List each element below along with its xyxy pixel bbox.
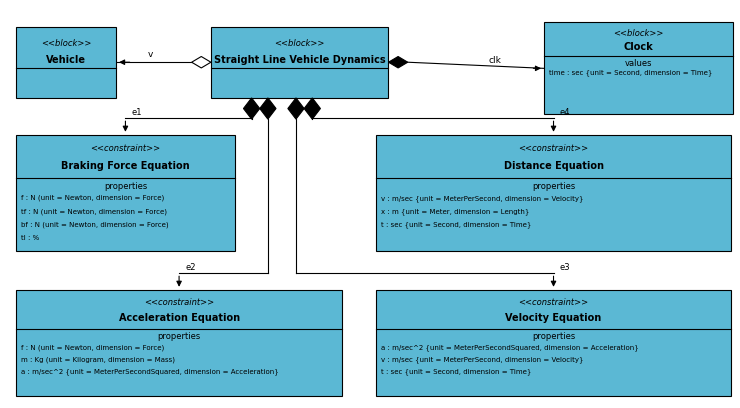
- Polygon shape: [243, 98, 260, 119]
- Bar: [16, 27, 116, 98]
- Text: e4: e4: [559, 108, 570, 117]
- Bar: [376, 135, 731, 251]
- Text: <<constraint>>: <<constraint>>: [519, 298, 588, 307]
- Text: <<block>>: <<block>>: [613, 29, 664, 38]
- Text: Distance Equation: Distance Equation: [503, 161, 604, 171]
- Text: v : m/sec {unit = MeterPerSecond, dimension = Velocity}: v : m/sec {unit = MeterPerSecond, dimens…: [381, 195, 584, 202]
- Text: v : m/sec {unit = MeterPerSecond, dimension = Velocity}: v : m/sec {unit = MeterPerSecond, dimens…: [381, 356, 584, 363]
- Text: x : m {unit = Meter, dimension = Length}: x : m {unit = Meter, dimension = Length}: [381, 208, 530, 215]
- Text: properties: properties: [532, 333, 575, 341]
- Polygon shape: [388, 56, 408, 68]
- Bar: [16, 290, 342, 396]
- Text: m : Kg (unit = Kilogram, dimension = Mass): m : Kg (unit = Kilogram, dimension = Mas…: [21, 357, 175, 363]
- Text: properties: properties: [158, 333, 201, 341]
- Text: <<block>>: <<block>>: [275, 39, 325, 48]
- Text: Clock: Clock: [623, 42, 653, 52]
- Text: properties: properties: [104, 182, 147, 191]
- Text: tf : N (unit = Newton, dimension = Force): tf : N (unit = Newton, dimension = Force…: [21, 208, 167, 215]
- Text: bf : N (unit = Newton, dimension = Force): bf : N (unit = Newton, dimension = Force…: [21, 221, 169, 228]
- Text: clk: clk: [488, 56, 501, 65]
- Text: Braking Force Equation: Braking Force Equation: [61, 161, 189, 171]
- Text: a : m/sec^2 {unit = MeterPerSecondSquared, dimension = Acceleration}: a : m/sec^2 {unit = MeterPerSecondSquare…: [381, 344, 639, 351]
- Text: f : N (unit = Newton, dimension = Force): f : N (unit = Newton, dimension = Force): [21, 344, 165, 351]
- Bar: [544, 22, 733, 114]
- Text: f : N (unit = Newton, dimension = Force): f : N (unit = Newton, dimension = Force): [21, 195, 165, 202]
- Polygon shape: [304, 98, 320, 119]
- Polygon shape: [260, 98, 276, 119]
- Bar: [211, 27, 388, 98]
- Text: time : sec {unit = Second, dimension = Time}: time : sec {unit = Second, dimension = T…: [549, 69, 713, 76]
- Text: <<constraint>>: <<constraint>>: [90, 144, 161, 153]
- Polygon shape: [288, 98, 304, 119]
- Bar: [16, 135, 235, 251]
- Polygon shape: [192, 56, 211, 68]
- Text: e3: e3: [559, 263, 570, 272]
- Text: properties: properties: [532, 182, 575, 191]
- Text: Vehicle: Vehicle: [46, 55, 87, 64]
- Text: a : m/sec^2 {unit = MeterPerSecondSquared, dimension = Acceleration}: a : m/sec^2 {unit = MeterPerSecondSquare…: [21, 368, 279, 375]
- Text: v: v: [148, 50, 153, 59]
- Text: <<constraint>>: <<constraint>>: [144, 298, 214, 307]
- Text: Velocity Equation: Velocity Equation: [505, 313, 602, 323]
- Text: Straight Line Vehicle Dynamics: Straight Line Vehicle Dynamics: [214, 55, 386, 64]
- Text: Acceleration Equation: Acceleration Equation: [118, 313, 240, 323]
- Bar: [376, 290, 731, 396]
- Text: t : sec {unit = Second, dimension = Time}: t : sec {unit = Second, dimension = Time…: [381, 368, 531, 375]
- Text: tl : %: tl : %: [21, 235, 40, 241]
- Text: <<constraint>>: <<constraint>>: [519, 144, 588, 153]
- Text: t : sec {unit = Second, dimension = Time}: t : sec {unit = Second, dimension = Time…: [381, 221, 531, 228]
- Text: <<block>>: <<block>>: [41, 39, 92, 48]
- Text: values: values: [625, 59, 652, 68]
- Text: e2: e2: [185, 263, 195, 272]
- Text: e1: e1: [132, 108, 142, 117]
